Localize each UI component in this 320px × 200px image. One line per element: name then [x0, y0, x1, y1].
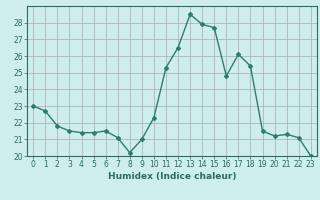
- X-axis label: Humidex (Indice chaleur): Humidex (Indice chaleur): [108, 172, 236, 181]
